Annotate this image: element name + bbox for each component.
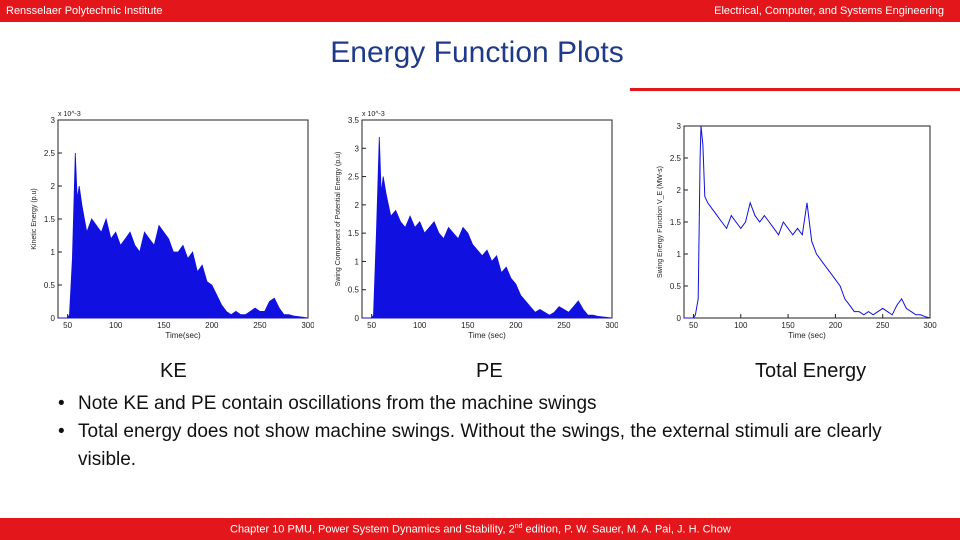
- x-axis-label: Time (sec): [468, 331, 506, 340]
- y-tick-label: 0: [355, 314, 360, 323]
- x-tick-label: 250: [876, 321, 890, 330]
- x-tick-label: 150: [781, 321, 795, 330]
- y-tick-label: 2: [51, 182, 56, 191]
- header-bar: Rensselaer Polytechnic Institute Electri…: [0, 0, 960, 22]
- y-axis-label: Kinetic Energy (p.u): [31, 188, 38, 249]
- x-tick-label: 150: [461, 321, 475, 330]
- series-area: [58, 152, 309, 319]
- y-tick-label: 1.5: [348, 229, 360, 238]
- pe-chart-svg: 0 0.5 1 1.5 2 2.5 3 3.5 50 100 150 200 250 300 x 10^-3…: [335, 111, 618, 340]
- x-tick-label: 200: [509, 321, 523, 330]
- x-tick-label: 150: [157, 321, 171, 330]
- y-tick-label: 3: [677, 122, 682, 131]
- pe-chart: 0 0.5 1 1.5 2 2.5 3 3.5 50 100 150 200 250 300 x 10^-3…: [326, 100, 618, 340]
- footer-bar: Chapter 10 PMU, Power System Dynamics an…: [0, 518, 960, 540]
- institution-name: Rensselaer Polytechnic Institute: [6, 5, 163, 17]
- x-tick-label: 250: [253, 321, 267, 330]
- bullet-item: • Note KE and PE contain oscillations fr…: [58, 390, 938, 418]
- y-tick-label: 1.5: [670, 218, 682, 227]
- ke-chart-svg: 0 0.5 1 1.5 2 2.5 3 50 100 150 200 250 300 x 10^-3 Tim…: [31, 111, 314, 340]
- caption-ke: KE: [160, 360, 187, 382]
- y-tick-label: 2: [677, 186, 682, 195]
- x-tick-label: 50: [367, 321, 376, 330]
- x-tick-label: 200: [829, 321, 843, 330]
- slide-title: Energy Function Plots: [330, 36, 624, 69]
- y-tick-label: 1: [677, 250, 682, 259]
- bullet-text: Note KE and PE contain oscillations from…: [78, 393, 597, 414]
- y-tick-label: 0.5: [348, 286, 360, 295]
- x-tick-label: 300: [301, 321, 314, 330]
- x-tick-label: 100: [734, 321, 748, 330]
- bullet-list: • Note KE and PE contain oscillations fr…: [58, 390, 938, 474]
- y-tick-label: 1: [355, 257, 360, 266]
- y-multiplier-label: x 10^-3: [362, 111, 385, 118]
- x-tick-label: 50: [63, 321, 72, 330]
- caption-pe: PE: [476, 360, 503, 382]
- y-tick-label: 2.5: [670, 154, 682, 163]
- ke-chart: 0 0.5 1 1.5 2 2.5 3 50 100 150 200 250 300 x 10^-3 Tim…: [24, 100, 314, 340]
- y-axis-label: Swing Component of Potential Energy (p.u…: [335, 152, 342, 287]
- x-tick-label: 50: [689, 321, 698, 330]
- x-tick-label: 250: [557, 321, 571, 330]
- y-tick-label: 3: [355, 144, 360, 153]
- x-axis-label: Time (sec): [788, 331, 826, 340]
- series-line: [684, 125, 931, 319]
- x-tick-label: 100: [109, 321, 123, 330]
- caption-total-energy: Total Energy: [755, 360, 867, 382]
- total-energy-chart-svg: 0 0.5 1 1.5 2 2.5 3 50 100 150 200 250 300 Time (sec)…: [657, 122, 937, 340]
- y-tick-label: 1: [51, 248, 56, 257]
- department-name: Electrical, Computer, and Systems Engine…: [714, 5, 944, 17]
- y-tick-label: 2.5: [348, 173, 360, 182]
- total-energy-chart: 0 0.5 1 1.5 2 2.5 3 50 100 150 200 250 300 Time (sec)…: [644, 112, 940, 340]
- x-tick-label: 300: [923, 321, 937, 330]
- x-axis-label: Time(sec): [165, 331, 201, 340]
- footer-citation: Chapter 10 PMU, Power System Dynamics an…: [230, 523, 731, 536]
- y-tick-label: 3: [51, 116, 56, 125]
- y-tick-label: 0: [51, 314, 56, 323]
- y-multiplier-label: x 10^-3: [58, 111, 81, 118]
- bullet-item: • Total energy does not show machine swi…: [58, 418, 938, 474]
- y-tick-label: 3.5: [348, 116, 360, 125]
- bullet-text: Total energy does not show machine swing…: [78, 421, 882, 470]
- y-tick-label: 2.5: [44, 149, 56, 158]
- y-tick-label: 0.5: [670, 282, 682, 291]
- footer-text-a: Chapter 10 PMU, Power System Dynamics an…: [230, 523, 515, 536]
- y-tick-label: 2: [355, 201, 360, 210]
- bullet-dot-icon: •: [58, 393, 65, 414]
- y-tick-label: 0: [677, 314, 682, 323]
- x-tick-label: 100: [413, 321, 427, 330]
- footer-text-b: edition, P. W. Sauer, M. A. Pai, J. H. C…: [522, 523, 731, 536]
- footer-sup: nd: [514, 523, 523, 530]
- accent-line: [630, 88, 960, 91]
- bullet-dot-icon: •: [58, 421, 65, 442]
- y-tick-label: 1.5: [44, 215, 56, 224]
- x-tick-label: 300: [605, 321, 618, 330]
- y-axis-label: Swing Energy Function V_E (MW-s): [657, 166, 664, 278]
- x-tick-label: 200: [205, 321, 219, 330]
- series-area: [362, 136, 613, 319]
- y-tick-label: 0.5: [44, 281, 56, 290]
- plot-frame: [683, 125, 931, 319]
